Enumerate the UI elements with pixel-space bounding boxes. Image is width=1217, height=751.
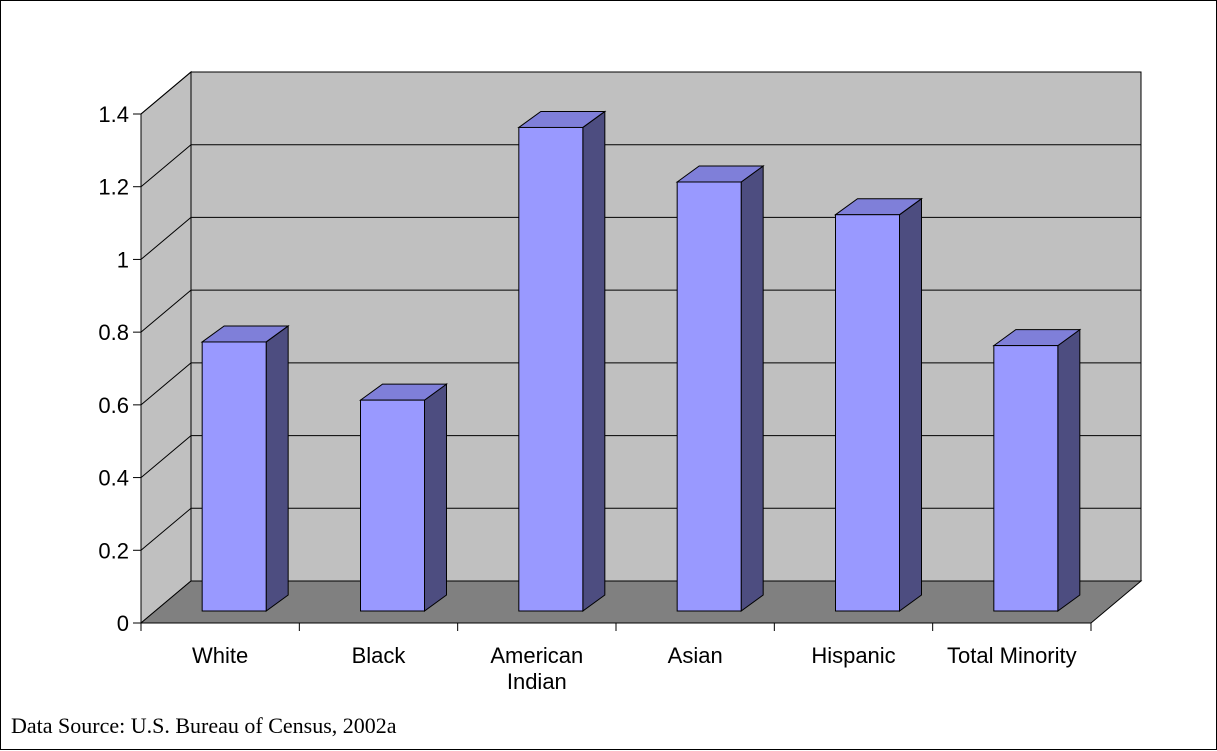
bar-front bbox=[360, 399, 425, 612]
bar-front bbox=[518, 126, 584, 612]
x-tick-label: Asian bbox=[668, 643, 723, 668]
data-source-note: Data Source: U.S. Bureau of Census, 2002… bbox=[11, 713, 397, 738]
chart-floor bbox=[139, 580, 1143, 624]
y-tick-label: 1 bbox=[117, 247, 129, 272]
y-tick-label: 0.4 bbox=[98, 466, 129, 491]
y-tick-label: 0 bbox=[117, 611, 129, 636]
bar-front bbox=[993, 345, 1059, 612]
gridlines bbox=[140, 71, 1141, 551]
bar bbox=[833, 197, 924, 612]
y-tick-label: 1.4 bbox=[98, 102, 129, 127]
gridline bbox=[140, 216, 1141, 260]
x-tick-label: White bbox=[192, 643, 248, 668]
gridline bbox=[140, 435, 1141, 478]
bar-front bbox=[676, 181, 742, 612]
bar-front bbox=[835, 214, 900, 612]
gridline bbox=[140, 144, 1141, 188]
x-tick-labels: White Black American Indian Asian Hispanic Tot… bbox=[192, 643, 1077, 694]
bar-front bbox=[201, 341, 267, 612]
gridline bbox=[140, 289, 1141, 333]
y-tick-label: 1.2 bbox=[98, 175, 129, 200]
y-tick-labels: 0 0.2 0.4 0.6 0.8 1 1.2 1.4 bbox=[98, 102, 129, 636]
bar-side bbox=[899, 197, 922, 612]
bar-side bbox=[265, 324, 289, 612]
y-tick-label: 0.8 bbox=[98, 320, 129, 345]
bar-side bbox=[1057, 328, 1081, 612]
gridline bbox=[140, 507, 1141, 551]
bar-side bbox=[740, 165, 764, 612]
bar bbox=[358, 383, 449, 612]
y-tick-label: 0.6 bbox=[98, 393, 129, 418]
bar bbox=[675, 165, 765, 612]
bar-side bbox=[424, 383, 447, 612]
chart-back-wall bbox=[190, 71, 1142, 582]
x-tick-label: Total Minority bbox=[947, 643, 1077, 668]
gridline bbox=[140, 71, 1141, 115]
bar bbox=[992, 328, 1082, 612]
x-tick-label: Hispanic bbox=[811, 643, 895, 668]
x-tick-label: American Indian bbox=[490, 643, 583, 694]
chart-side-wall bbox=[140, 70, 192, 625]
gridline bbox=[140, 362, 1141, 406]
bar-side bbox=[582, 110, 606, 612]
x-tick-label: Black bbox=[352, 643, 407, 668]
bars bbox=[200, 110, 1082, 612]
bar bbox=[200, 324, 290, 612]
y-tick-label: 0.2 bbox=[98, 538, 129, 563]
axes bbox=[133, 113, 1092, 631]
bar bbox=[517, 110, 607, 612]
